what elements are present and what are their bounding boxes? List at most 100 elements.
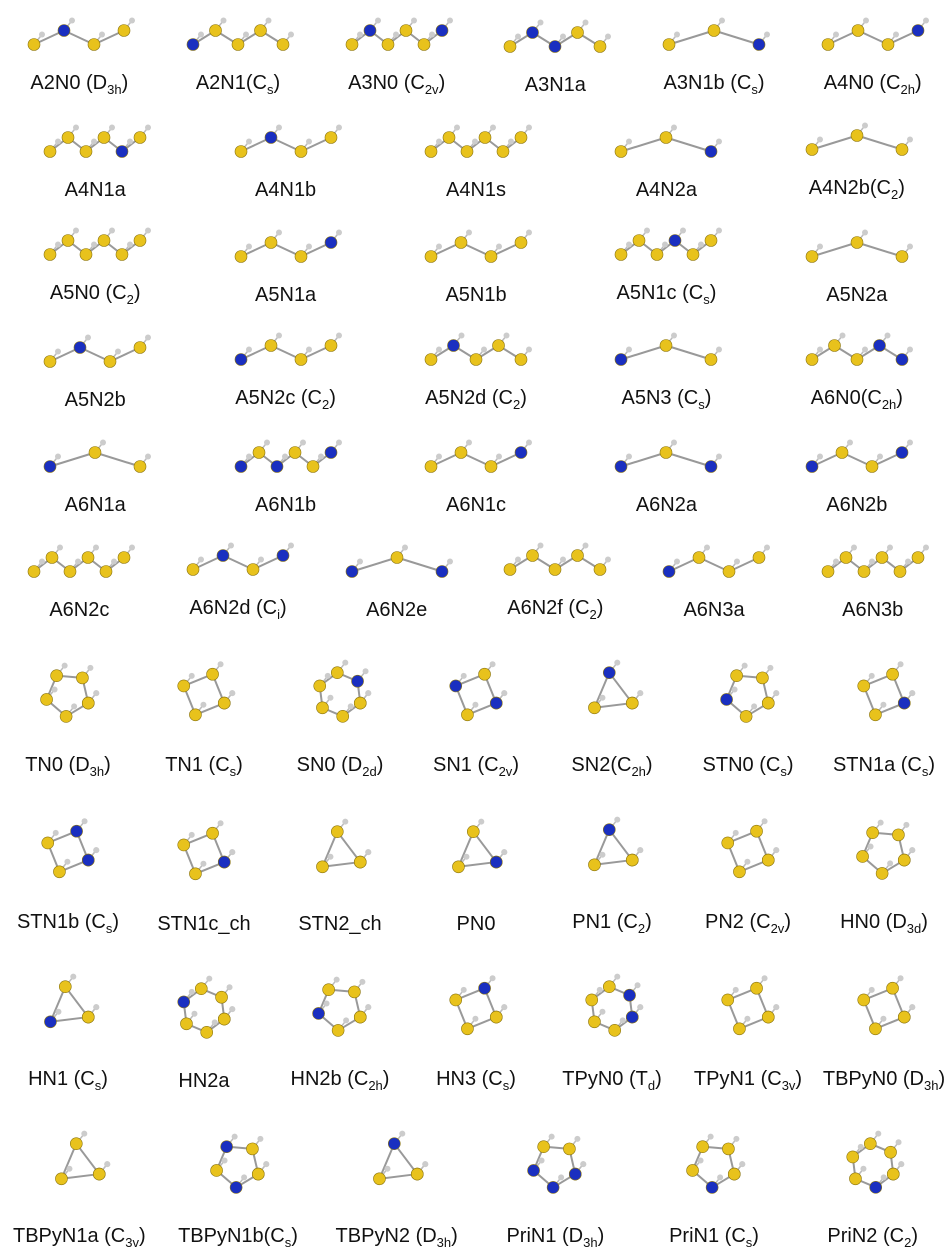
atom xyxy=(594,41,606,53)
molecule xyxy=(337,532,457,599)
molecule-cell: A6N1c xyxy=(381,420,571,525)
atom xyxy=(708,1134,714,1140)
atom xyxy=(252,1168,264,1180)
atom xyxy=(348,986,360,998)
atom xyxy=(909,847,915,853)
atom xyxy=(744,1016,750,1022)
molecule-label: TBPyN2 (D3h) xyxy=(336,1225,458,1258)
atom xyxy=(447,18,453,24)
molecule xyxy=(19,1106,139,1225)
molecule-cell: PN2 (C2v) xyxy=(680,787,816,944)
atom xyxy=(671,125,677,131)
atom xyxy=(363,668,369,674)
label-part: ) xyxy=(104,754,111,776)
atom xyxy=(753,39,765,51)
atom xyxy=(817,244,823,250)
atom xyxy=(895,1139,901,1145)
atom xyxy=(235,251,247,263)
atom xyxy=(127,242,133,248)
atom xyxy=(324,1000,330,1006)
row: A5N2bA5N2c (C2)A5N2d (C2)A5N3 (Cs)A6N0(C… xyxy=(0,315,952,420)
atom xyxy=(817,454,823,460)
atom xyxy=(276,125,282,131)
molecule-label: A5N0 (C2) xyxy=(50,282,141,315)
atom xyxy=(129,545,135,551)
atom xyxy=(397,558,442,572)
molecule-cell: TBPyN1b(Cs) xyxy=(159,1101,318,1258)
figure: A2N0 (D3h)A2N1(Cs)A3N0 (C2v)A3N1aA3N1b (… xyxy=(0,0,952,1260)
atom xyxy=(189,868,201,880)
label-part: A5N1b xyxy=(445,284,506,306)
molecule xyxy=(824,635,944,754)
atom xyxy=(739,1161,745,1167)
atom xyxy=(105,1161,111,1167)
molecule-label: SN0 (D2d) xyxy=(297,754,384,787)
label-part: d xyxy=(648,1078,655,1093)
atom xyxy=(95,453,140,467)
atom xyxy=(896,144,908,156)
atom xyxy=(515,447,527,459)
molecule-cell: PriN1 (Cs) xyxy=(635,1101,794,1258)
atom xyxy=(847,440,853,446)
label-part: ) xyxy=(236,754,243,776)
molecule-cell: A4N1b xyxy=(190,105,380,210)
label-part: HN1 (C xyxy=(28,1068,95,1090)
molecule-label: A3N1a xyxy=(525,74,586,105)
atom xyxy=(375,18,381,24)
atom xyxy=(869,1023,881,1035)
label-part: ) xyxy=(598,1225,605,1247)
label-part: ) xyxy=(139,1225,146,1247)
molecule-label: STN2_ch xyxy=(298,913,381,944)
atom xyxy=(357,559,363,565)
atom xyxy=(218,697,230,709)
molecule-label: PriN1 (D3h) xyxy=(506,1225,604,1258)
atom xyxy=(67,1166,73,1172)
atom xyxy=(762,697,774,709)
atom xyxy=(264,440,270,446)
molecule xyxy=(19,5,139,72)
label-part: HN3 (C xyxy=(436,1068,503,1090)
label-part: ) xyxy=(752,1225,759,1247)
atom xyxy=(218,1013,230,1025)
molecule-cell: STN1c_ch xyxy=(136,787,272,944)
atom xyxy=(753,552,765,564)
molecule xyxy=(226,427,346,494)
atom xyxy=(116,249,128,261)
atom xyxy=(235,461,247,473)
atom xyxy=(56,1173,68,1185)
atom xyxy=(558,1174,564,1180)
molecule-label: PN0 xyxy=(457,913,496,944)
atom xyxy=(493,340,505,352)
atom xyxy=(104,356,116,368)
atom xyxy=(227,984,233,990)
atom xyxy=(490,697,502,709)
atom xyxy=(222,1157,228,1163)
atom xyxy=(527,27,539,39)
atom xyxy=(191,1011,197,1017)
atom xyxy=(229,1006,235,1012)
atom xyxy=(198,32,204,38)
atom xyxy=(364,25,376,37)
atom xyxy=(289,447,301,459)
atom xyxy=(716,347,722,353)
atom xyxy=(575,1136,581,1142)
row: A6N2cA6N2d (Ci)A6N2eA6N2f (C2)A6N3aA6N3b xyxy=(0,525,952,630)
atom xyxy=(907,137,913,143)
atom xyxy=(189,832,195,838)
atom xyxy=(82,1131,88,1137)
atom xyxy=(609,1024,621,1036)
molecule-label: TBPyN0 (D3h) xyxy=(823,1068,945,1101)
molecule-label: HN2a xyxy=(178,1070,229,1101)
molecule-label: STN0 (Cs) xyxy=(703,754,794,787)
atom xyxy=(626,697,638,709)
atom xyxy=(365,690,371,696)
atom xyxy=(896,447,908,459)
atom xyxy=(472,702,478,708)
molecule xyxy=(35,427,155,494)
atom xyxy=(218,856,230,868)
molecule-cell: STN0 (Cs) xyxy=(680,630,816,787)
atom xyxy=(526,125,532,131)
label-part: HN0 (D xyxy=(840,911,907,933)
molecule-label: TN1 (Cs) xyxy=(165,754,243,787)
molecule-label: A5N2a xyxy=(826,284,887,315)
